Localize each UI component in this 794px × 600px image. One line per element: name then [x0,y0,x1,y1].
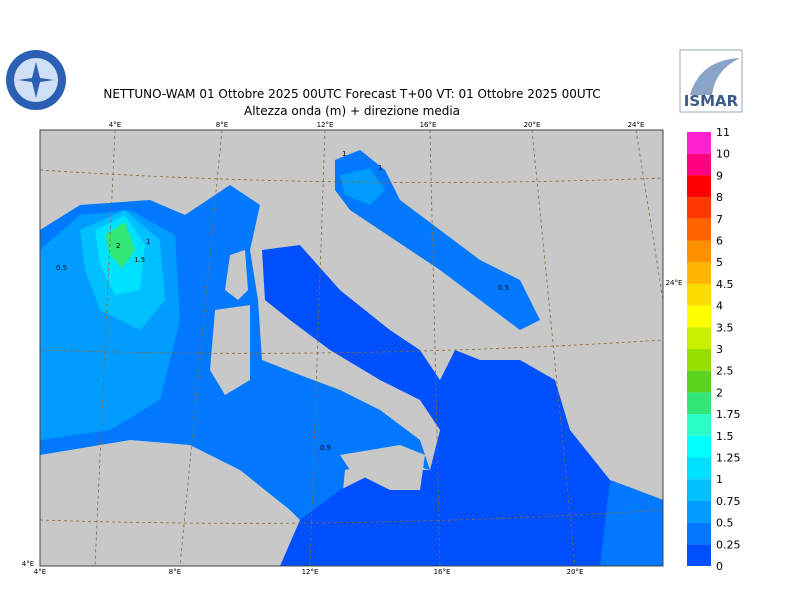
colorbar-label: 11 [716,126,730,139]
lon-label: 20°E [524,121,541,129]
colorbar-segment [687,544,711,566]
colorbar-label: 9 [716,169,723,182]
colorbar-label: 8 [716,191,723,204]
colorbar-label: 4 [716,300,723,313]
lon-label: 4°E [34,568,46,576]
colorbar-segment [687,240,711,263]
colorbar-segment [687,479,711,501]
colorbar-segment [687,349,711,371]
contour-label: 0.5 [498,284,509,292]
title: NETTUNO-WAM 01 Ottobre 2025 00UTC Foreca… [103,87,600,101]
colorbar-segment [687,457,711,480]
colorbar-segment [687,197,711,219]
contour-label: 1 [342,150,346,158]
contour-label: 0.5 [320,444,331,452]
lon-label: 12°E [317,121,334,129]
subtitle: Altezza onda (m) + direzione media [244,104,460,118]
lon-label: 16°E [420,121,437,129]
colorbar-segment [687,305,711,328]
lon-label: 20°E [567,568,584,576]
colorbar-label: 7 [716,213,723,226]
colorbar-label: 1 [716,473,723,486]
colorbar-label: 0.5 [716,517,734,530]
colorbar-segment [687,327,711,349]
colorbar-label: 2.5 [716,365,734,378]
logo-left [6,50,66,110]
colorbar-segment [687,500,711,523]
colorbar-segment [687,414,711,436]
contour-label: 1.5 [134,256,145,264]
corner-label: 4°E [22,560,34,568]
colorbar-segment [687,262,711,284]
colorbar-label: 4.5 [716,278,734,291]
lon-label: 12°E [302,568,319,576]
colorbar-label: 0.25 [716,538,741,551]
colorbar-segment [687,283,711,306]
contour-label: 1 [146,238,150,246]
lat-label: 24°E [666,279,683,287]
logo-right: ISMAR [679,49,743,113]
colorbar-segment [687,435,711,458]
colorbar-label: 3 [716,343,723,356]
contour-label: 2 [116,242,120,250]
map [39,129,664,567]
colorbar-label: 1.25 [716,452,741,465]
colorbar-label: 1.75 [716,408,741,421]
colorbar-segment [687,132,711,154]
lon-label: 8°E [169,568,181,576]
lon-label: 4°E [109,121,121,129]
colorbar-segment [687,153,711,176]
logo-text: ISMAR [684,92,739,110]
colorbar-segment [687,392,711,415]
colorbar-segment [687,218,711,241]
colorbar-segment [687,370,711,393]
contour-label: 1 [378,164,382,172]
lon-label: 24°E [628,121,645,129]
colorbar-label: 2 [716,386,723,399]
colorbar-label: 0 [716,560,723,573]
colorbar-label: 1.5 [716,430,734,443]
colorbar-label: 6 [716,235,723,248]
lon-label: 8°E [216,121,228,129]
contour-label: 0.5 [56,264,67,272]
lon-label: 16°E [434,568,451,576]
colorbar-label: 3.5 [716,321,734,334]
colorbar-segment [687,522,711,545]
colorbar-segment [687,175,711,198]
colorbar-label: 0.75 [716,495,741,508]
colorbar-label: 5 [716,256,723,269]
colorbar: 11 10 9 8 7 6 5 4.5 4 3.5 3 2.5 2 1.75 1.5 1.25 1 0.75 0.5… [687,126,741,573]
colorbar-label: 10 [716,148,730,161]
